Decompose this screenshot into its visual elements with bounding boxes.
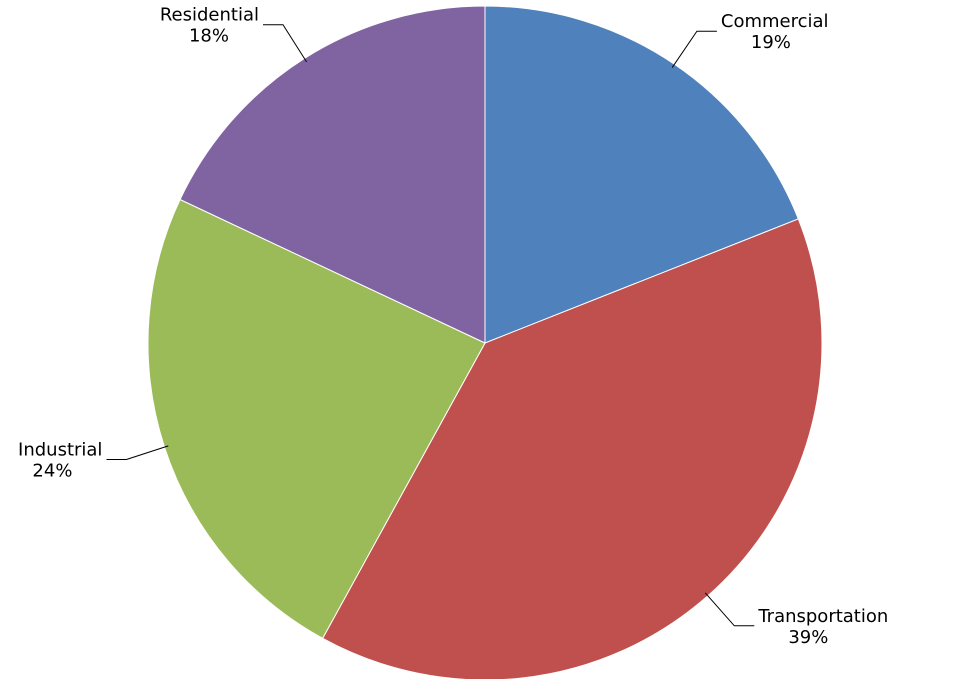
- value-label: 24%: [32, 460, 72, 481]
- slice-label: Residential: [160, 5, 259, 26]
- value-label: 19%: [751, 32, 791, 53]
- value-label: 39%: [788, 627, 828, 648]
- leader-line: [671, 30, 717, 68]
- value-label: 18%: [189, 26, 229, 47]
- slice-label: Industrial: [18, 439, 102, 460]
- slice-label: Transportation: [757, 606, 888, 627]
- leader-line: [262, 24, 307, 63]
- leader-line: [704, 592, 755, 627]
- slice-label: Commercial: [721, 11, 829, 32]
- leader-line: [106, 445, 169, 460]
